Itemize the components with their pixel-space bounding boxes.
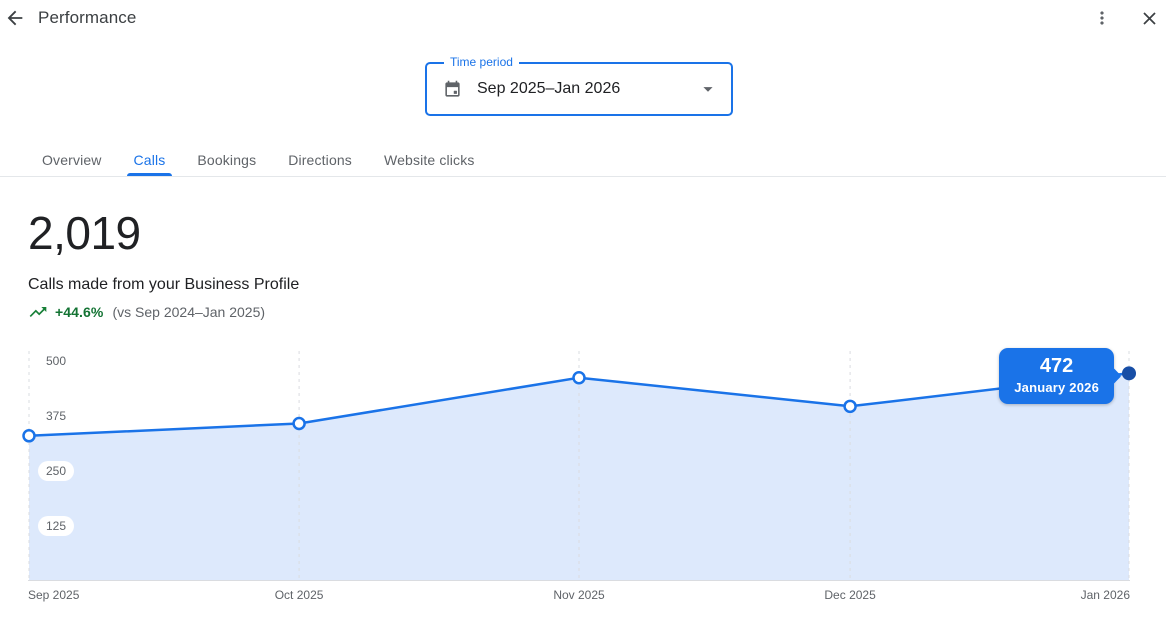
back-button[interactable] bbox=[1, 4, 29, 32]
page-title: Performance bbox=[38, 8, 137, 27]
x-label-jan-2026: Jan 2026 bbox=[1080, 588, 1130, 602]
header: Performance bbox=[0, 0, 1166, 36]
chart-tooltip: 472 January 2026 bbox=[999, 348, 1114, 404]
calls-chart: 500 375 250 125 472 January 2026 bbox=[22, 345, 1136, 581]
tab-directions[interactable]: Directions bbox=[288, 151, 352, 168]
x-label-nov-2025: Nov 2025 bbox=[553, 588, 605, 602]
y-tick-500: 500 bbox=[38, 351, 75, 371]
calls-chart-svg bbox=[22, 351, 1136, 581]
close-icon bbox=[1139, 8, 1160, 29]
tooltip-label: January 2026 bbox=[1014, 380, 1099, 395]
tab-website-clicks[interactable]: Website clicks bbox=[383, 151, 475, 168]
arrow-back-icon bbox=[4, 7, 26, 29]
calendar-icon bbox=[443, 80, 462, 99]
close-button[interactable] bbox=[1135, 4, 1163, 32]
y-tick-250: 250 bbox=[38, 461, 75, 481]
x-axis-labels: Sep 2025 Oct 2025 Nov 2025 Dec 2025 Jan 2026 bbox=[28, 588, 1130, 604]
tab-bar: Overview Calls Bookings Directions Website c… bbox=[0, 143, 1166, 177]
tab-bookings[interactable]: Bookings bbox=[197, 151, 257, 168]
trend-row: +44.6% (vs Sep 2024–Jan 2025) bbox=[28, 302, 265, 322]
trend-delta: +44.6% bbox=[55, 304, 104, 320]
data-point-oct-2025[interactable] bbox=[292, 416, 306, 431]
more-vert-icon bbox=[1092, 8, 1112, 28]
trend-comparison: (vs Sep 2024–Jan 2025) bbox=[112, 304, 266, 320]
metric-subtitle: Calls made from your Business Profile bbox=[28, 276, 300, 293]
time-period-label: Time period bbox=[444, 55, 519, 70]
more-options-button[interactable] bbox=[1088, 4, 1116, 32]
x-label-sep-2025: Sep 2025 bbox=[28, 588, 80, 602]
x-label-oct-2025: Oct 2025 bbox=[274, 588, 324, 602]
tab-calls[interactable]: Calls bbox=[118, 143, 182, 176]
time-period-value: Sep 2025–Jan 2026 bbox=[477, 80, 621, 97]
y-tick-375: 375 bbox=[38, 406, 75, 426]
dropdown-caret-icon bbox=[697, 78, 719, 100]
x-label-dec-2025: Dec 2025 bbox=[824, 588, 876, 602]
data-point-nov-2025[interactable] bbox=[572, 370, 586, 385]
data-point-jan-2026[interactable] bbox=[1122, 366, 1136, 381]
y-tick-125: 125 bbox=[38, 516, 75, 536]
tooltip-value: 472 bbox=[1039, 355, 1074, 377]
tab-overview[interactable]: Overview bbox=[42, 151, 102, 168]
time-period-select[interactable]: Time period Sep 2025–Jan 2026 bbox=[425, 55, 733, 116]
trending-up-icon bbox=[28, 302, 48, 322]
data-point-dec-2025[interactable] bbox=[843, 399, 857, 414]
metric-total-calls: 2,019 bbox=[28, 207, 141, 259]
data-point-sep-2025[interactable] bbox=[22, 429, 36, 443]
